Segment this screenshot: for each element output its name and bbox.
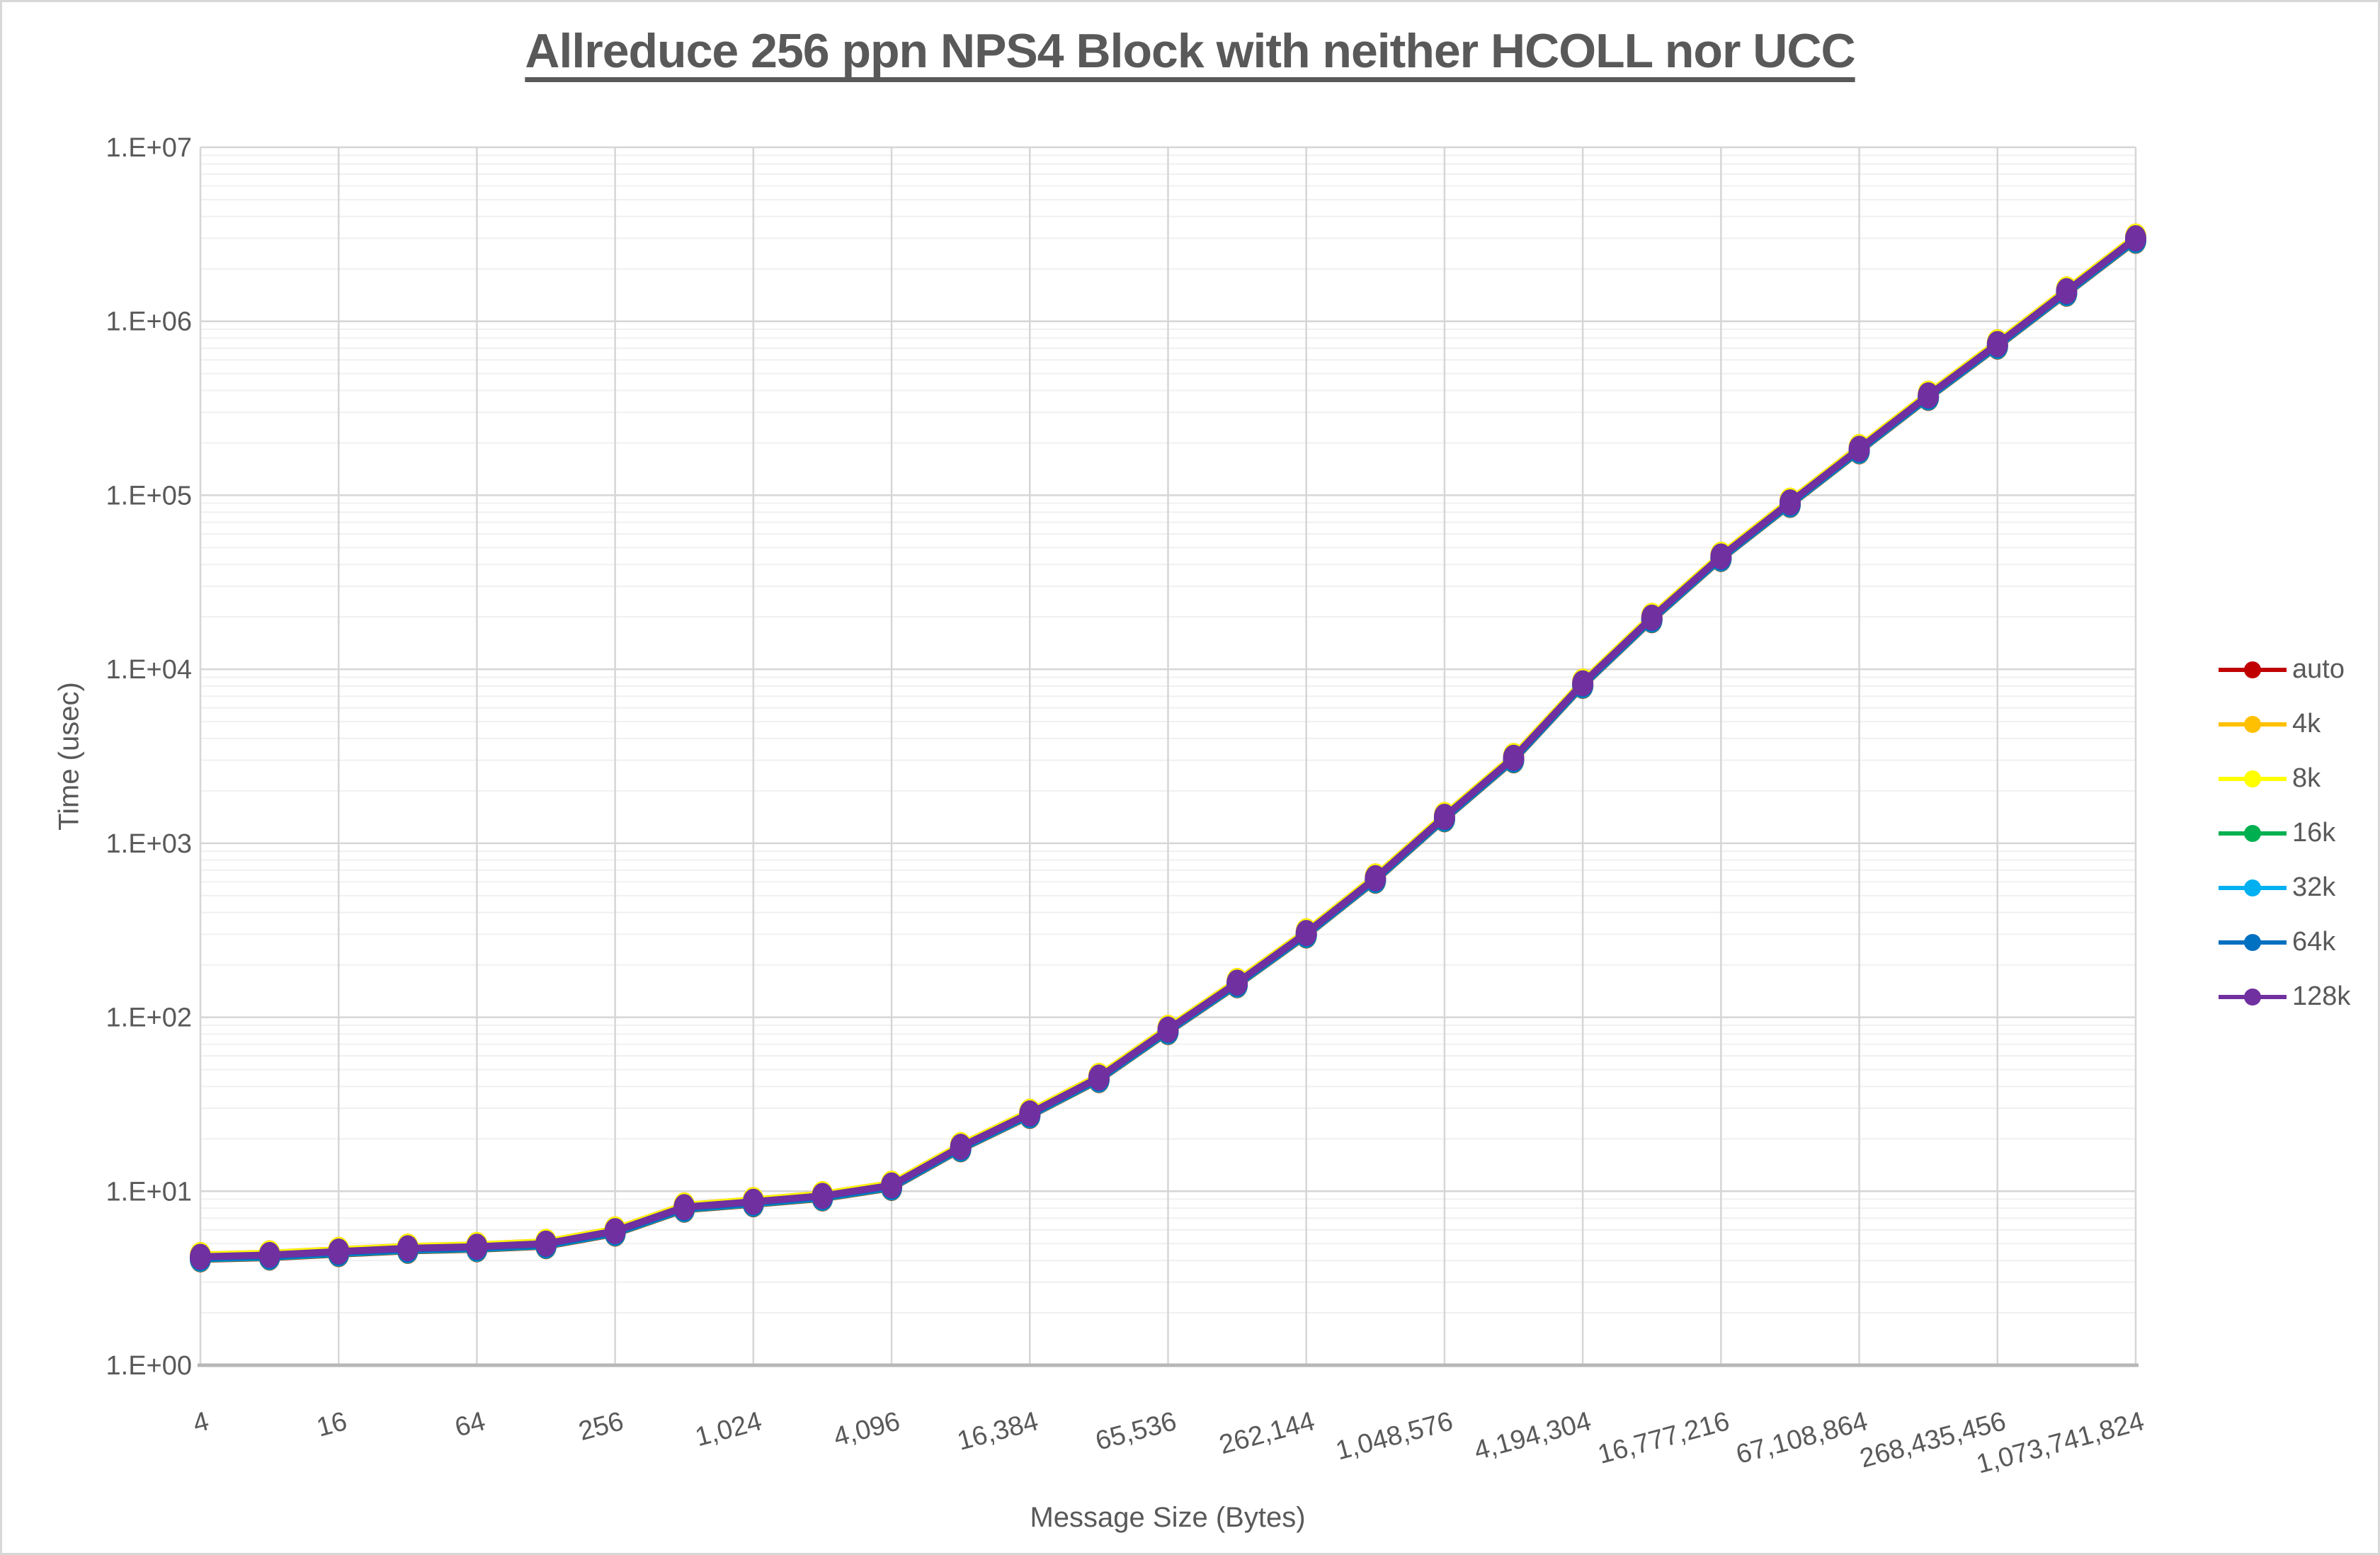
- data-point-128k: [604, 1218, 626, 1245]
- x-tick-label: 16: [314, 1406, 351, 1443]
- y-tick-label: 1.E+05: [106, 481, 193, 511]
- y-tick-label: 1.E+02: [106, 1003, 193, 1033]
- data-point-128k: [2056, 278, 2078, 304]
- data-point-128k: [1641, 604, 1663, 631]
- chart-title: Allreduce 256 ppn NPS4 Block with neithe…: [525, 24, 1855, 78]
- legend-label: 8k: [2292, 763, 2321, 793]
- legend-label: 128k: [2292, 981, 2351, 1011]
- legend: auto 4k 8k 16k 32k 64k 128k: [2217, 642, 2350, 1024]
- legend-label: 64k: [2292, 927, 2336, 957]
- x-tick-label: 262,144: [1216, 1406, 1318, 1460]
- x-tick-label: 65,536: [1093, 1406, 1180, 1457]
- legend-marker-icon: [2219, 933, 2287, 951]
- legend-marker-icon: [2219, 988, 2287, 1006]
- data-point-128k: [673, 1194, 695, 1221]
- data-point-128k: [1848, 435, 1870, 462]
- data-point-128k: [1918, 382, 1940, 409]
- legend-item-64k: 64k: [2217, 915, 2350, 969]
- x-tick-label: 4,194,304: [1471, 1406, 1594, 1466]
- x-tick-label: 64: [452, 1406, 489, 1443]
- legend-item-128k: 128k: [2217, 969, 2350, 1024]
- legend-label: 32k: [2292, 872, 2336, 902]
- legend-marker-icon: [2219, 661, 2287, 678]
- legend-label: 4k: [2292, 709, 2321, 739]
- legend-label: auto: [2292, 654, 2345, 684]
- legend-item-8k: 8k: [2217, 751, 2350, 806]
- data-point-128k: [1226, 969, 1248, 996]
- data-point-128k: [1088, 1064, 1110, 1091]
- data-point-128k: [1295, 920, 1317, 947]
- data-point-128k: [1157, 1016, 1179, 1043]
- y-tick-label: 1.E+07: [106, 133, 193, 163]
- data-point-128k: [1779, 489, 1801, 516]
- data-point-128k: [397, 1235, 419, 1262]
- legend-marker-icon: [2219, 770, 2287, 787]
- data-point-128k: [881, 1172, 903, 1199]
- legend-item-4k: 4k: [2217, 697, 2350, 751]
- x-tick-label: 1,024: [692, 1406, 765, 1452]
- data-point-128k: [1710, 543, 1732, 570]
- data-point-128k: [1365, 865, 1387, 892]
- y-tick-label: 1.E+06: [106, 307, 193, 337]
- legend-item-auto: auto: [2217, 642, 2350, 697]
- x-axis-title: Message Size (Bytes): [1030, 1502, 1306, 1533]
- data-point-128k: [328, 1238, 350, 1265]
- data-point-128k: [950, 1134, 972, 1161]
- x-tick-label: 4: [190, 1406, 212, 1439]
- data-point-128k: [1019, 1100, 1041, 1127]
- data-point-128k: [535, 1230, 557, 1257]
- legend-item-32k: 32k: [2217, 860, 2350, 915]
- legend-label: 16k: [2292, 818, 2336, 848]
- data-point-128k: [190, 1243, 211, 1270]
- data-point-128k: [1986, 331, 2008, 358]
- legend-item-16k: 16k: [2217, 806, 2350, 860]
- data-point-128k: [812, 1183, 833, 1209]
- legend-marker-icon: [2219, 715, 2287, 733]
- y-tick-label: 1.E+00: [106, 1351, 193, 1381]
- x-tick-label: 16,777,216: [1595, 1406, 1733, 1470]
- y-tick-label: 1.E+03: [106, 829, 193, 859]
- data-point-128k: [1433, 803, 1455, 830]
- legend-marker-icon: [2219, 879, 2287, 896]
- y-tick-label: 1.E+01: [106, 1177, 193, 1207]
- data-point-128k: [1572, 670, 1594, 697]
- data-point-128k: [1503, 744, 1525, 771]
- x-tick-label: 1,048,576: [1333, 1406, 1456, 1466]
- x-tick-label: 67,108,864: [1733, 1406, 1871, 1470]
- y-tick-label: 1.E+04: [106, 655, 193, 685]
- x-tick-label: 16,384: [954, 1406, 1041, 1457]
- x-tick-label: 4,096: [831, 1406, 904, 1452]
- data-point-128k: [742, 1188, 764, 1215]
- legend-marker-icon: [2219, 824, 2287, 842]
- data-point-128k: [2125, 224, 2146, 251]
- data-point-128k: [466, 1234, 488, 1260]
- data-point-128k: [258, 1241, 280, 1268]
- x-tick-label: 256: [576, 1406, 627, 1447]
